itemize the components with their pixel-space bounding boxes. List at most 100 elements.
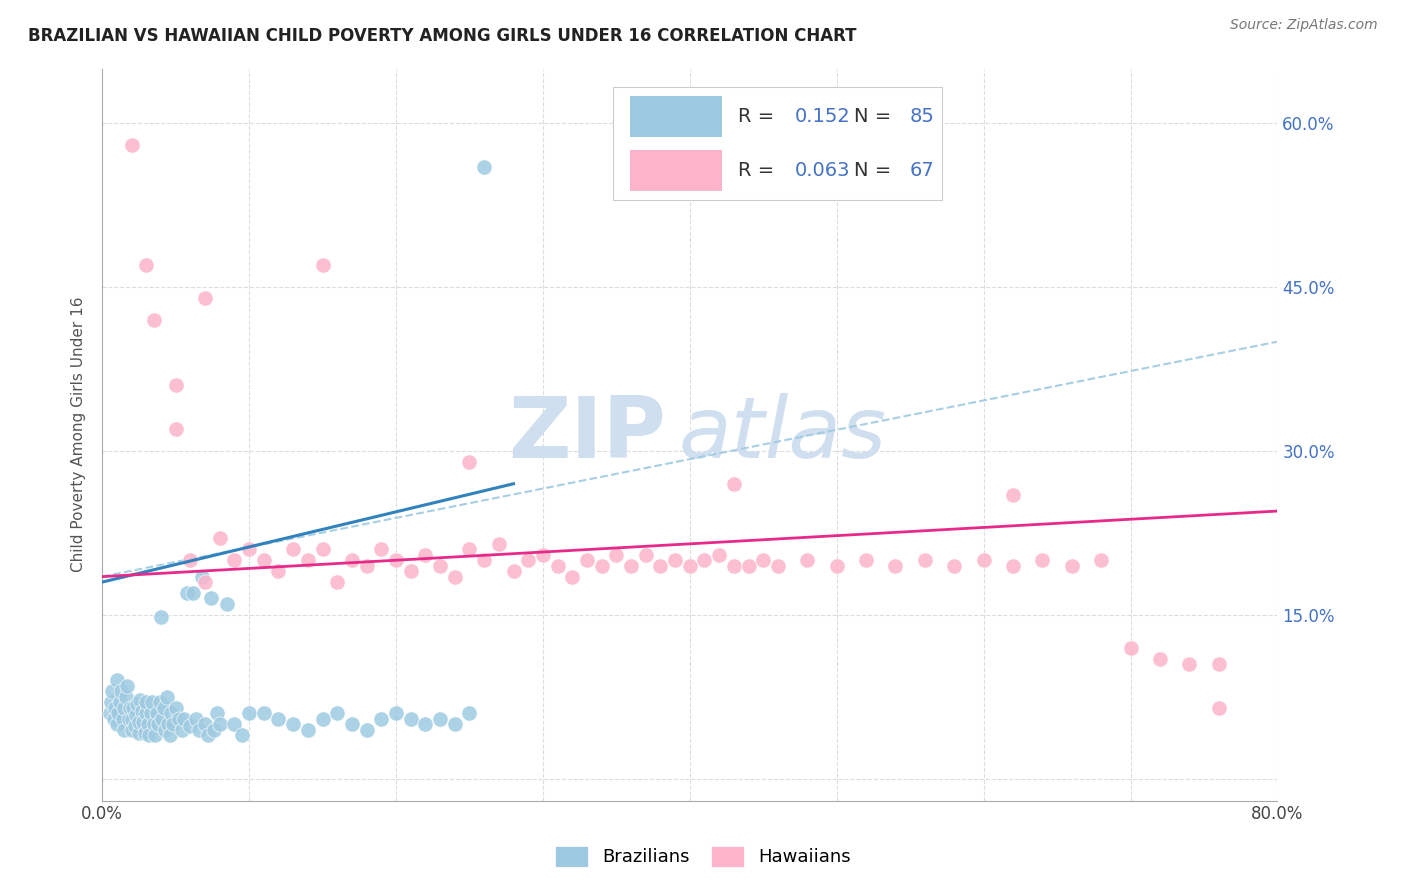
- Point: [1001, 488, 1024, 502]
- Point: [165, 422, 187, 436]
- Point: [914, 553, 936, 567]
- Point: [157, 717, 180, 731]
- Text: ZIP: ZIP: [509, 393, 666, 476]
- Point: [159, 728, 181, 742]
- Point: [502, 564, 524, 578]
- Point: [973, 553, 995, 567]
- Point: [517, 553, 540, 567]
- Point: [125, 708, 148, 723]
- Point: [1119, 640, 1142, 655]
- Point: [737, 558, 759, 573]
- Point: [115, 679, 138, 693]
- Point: [253, 553, 276, 567]
- Point: [385, 553, 408, 567]
- Point: [162, 717, 184, 731]
- Point: [415, 717, 437, 731]
- Point: [429, 558, 451, 573]
- Point: [101, 684, 124, 698]
- Text: BRAZILIAN VS HAWAIIAN CHILD POVERTY AMONG GIRLS UNDER 16 CORRELATION CHART: BRAZILIAN VS HAWAIIAN CHILD POVERTY AMON…: [28, 27, 856, 45]
- Point: [620, 558, 643, 573]
- Point: [142, 717, 165, 731]
- Point: [238, 706, 260, 721]
- Point: [128, 726, 150, 740]
- Point: [155, 723, 177, 737]
- Point: [825, 558, 848, 573]
- Point: [340, 553, 363, 567]
- Point: [356, 558, 378, 573]
- Point: [181, 586, 204, 600]
- Point: [139, 706, 162, 721]
- Point: [1090, 553, 1112, 567]
- Point: [443, 717, 465, 731]
- Point: [1178, 657, 1201, 671]
- Point: [112, 723, 135, 737]
- Point: [146, 717, 169, 731]
- Point: [664, 553, 686, 567]
- Point: [136, 717, 159, 731]
- Point: [311, 542, 333, 557]
- Point: [472, 553, 495, 567]
- Point: [167, 712, 190, 726]
- Point: [153, 700, 176, 714]
- Point: [160, 706, 183, 721]
- Y-axis label: Child Poverty Among Girls Under 16: Child Poverty Among Girls Under 16: [72, 297, 86, 573]
- Point: [135, 258, 157, 272]
- Point: [217, 597, 239, 611]
- Point: [399, 564, 422, 578]
- Point: [634, 548, 657, 562]
- Point: [429, 712, 451, 726]
- Point: [1149, 651, 1171, 665]
- Point: [141, 695, 163, 709]
- Point: [191, 569, 214, 583]
- Point: [561, 569, 583, 583]
- Point: [547, 558, 569, 573]
- Point: [399, 712, 422, 726]
- Point: [118, 712, 141, 726]
- Point: [149, 610, 172, 624]
- Point: [943, 558, 966, 573]
- Point: [1031, 553, 1053, 567]
- Point: [1208, 700, 1230, 714]
- Point: [127, 698, 149, 712]
- Point: [105, 717, 128, 731]
- Point: [200, 591, 222, 606]
- Point: [108, 695, 131, 709]
- Point: [129, 693, 152, 707]
- Point: [297, 723, 319, 737]
- Point: [170, 723, 193, 737]
- Point: [693, 553, 716, 567]
- Point: [766, 558, 789, 573]
- Point: [121, 138, 143, 153]
- Text: Source: ZipAtlas.com: Source: ZipAtlas.com: [1230, 18, 1378, 32]
- Point: [208, 532, 231, 546]
- Point: [135, 695, 157, 709]
- Point: [179, 719, 201, 733]
- Point: [458, 455, 481, 469]
- Point: [135, 706, 157, 721]
- Point: [311, 712, 333, 726]
- Point: [340, 717, 363, 731]
- Point: [650, 558, 672, 573]
- Point: [224, 717, 246, 731]
- Point: [128, 714, 150, 729]
- Point: [110, 684, 132, 698]
- Point: [176, 586, 198, 600]
- Point: [173, 712, 195, 726]
- Point: [575, 553, 598, 567]
- Point: [679, 558, 702, 573]
- Point: [370, 542, 392, 557]
- Point: [356, 723, 378, 737]
- Point: [326, 706, 349, 721]
- Point: [1060, 558, 1083, 573]
- Point: [165, 700, 187, 714]
- Point: [105, 673, 128, 688]
- Point: [311, 258, 333, 272]
- Point: [142, 313, 165, 327]
- Point: [723, 476, 745, 491]
- Point: [148, 695, 170, 709]
- Point: [231, 728, 253, 742]
- Point: [591, 558, 613, 573]
- Point: [120, 700, 142, 714]
- Point: [472, 160, 495, 174]
- Point: [370, 712, 392, 726]
